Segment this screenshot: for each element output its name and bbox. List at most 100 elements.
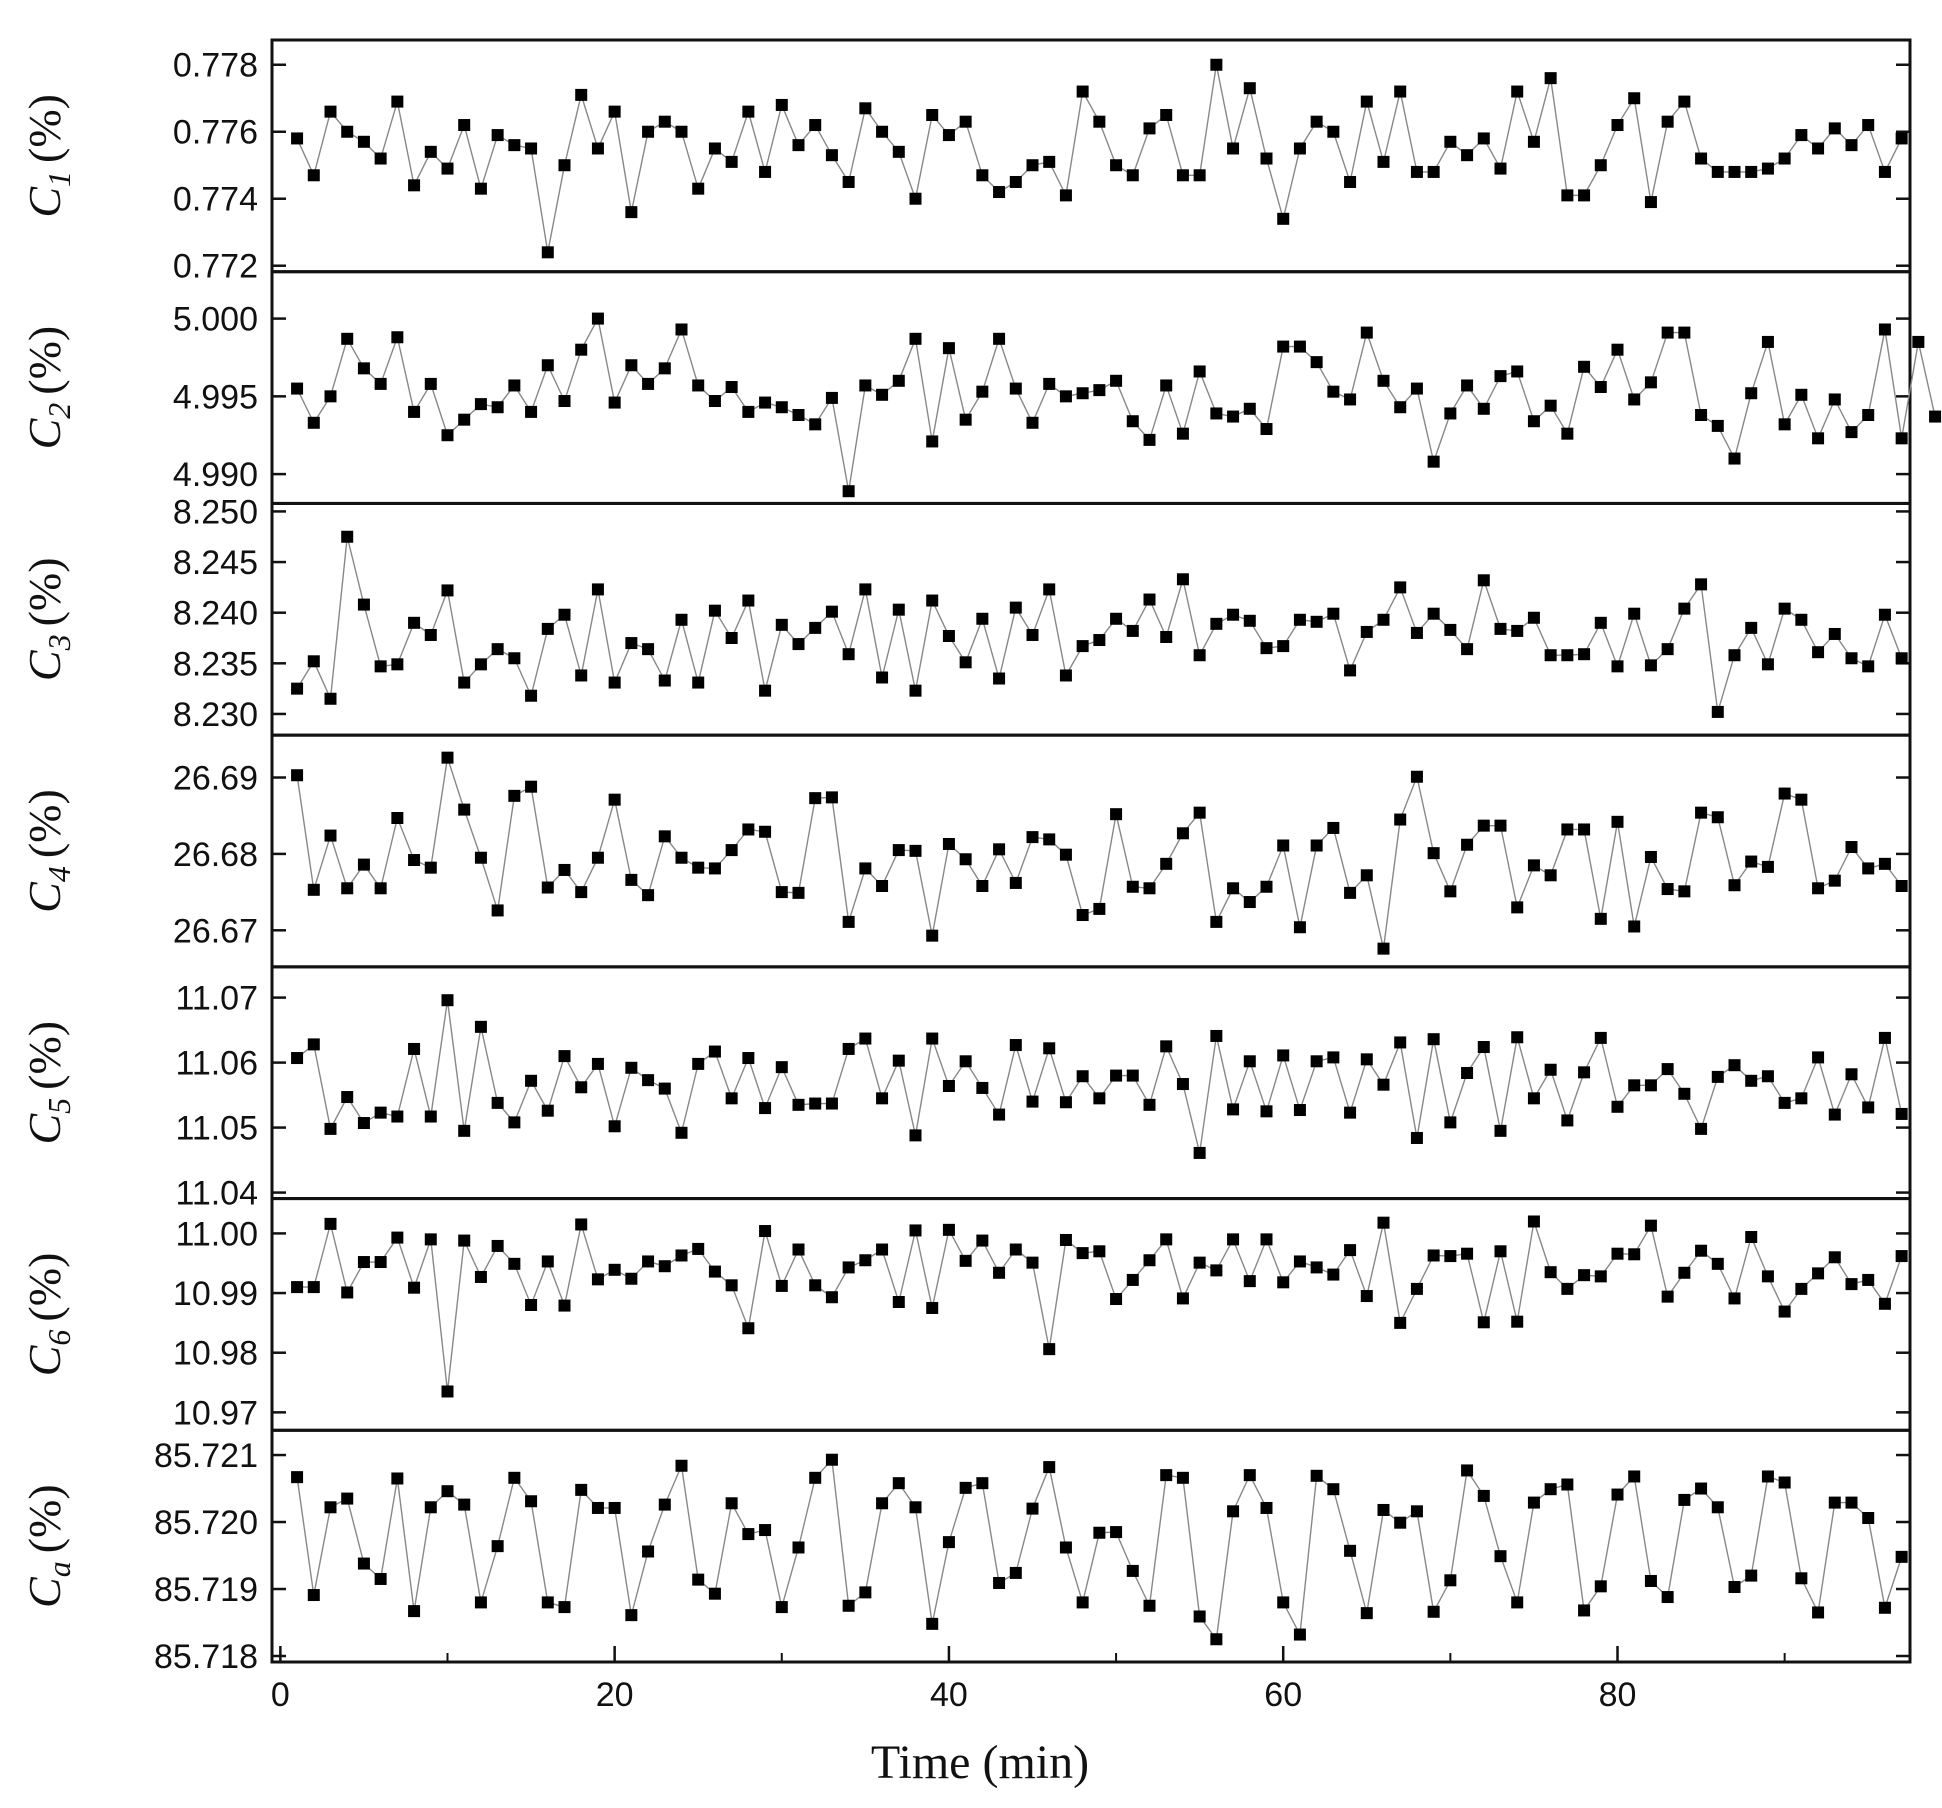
- data-point: [1344, 1106, 1357, 1119]
- data-point: [725, 1279, 738, 1292]
- y-axis-label: Ca (%): [19, 1484, 77, 1608]
- data-point: [1812, 1267, 1825, 1280]
- data-point: [1461, 1247, 1474, 1260]
- data-point: [1227, 1233, 1240, 1246]
- data-point: [892, 603, 905, 616]
- data-point: [1695, 806, 1708, 819]
- data-point: [742, 1528, 755, 1541]
- data-point: [708, 395, 721, 408]
- data-point: [1477, 1489, 1490, 1502]
- data-point: [1394, 1036, 1407, 1049]
- data-point: [1745, 621, 1758, 634]
- data-point: [1795, 129, 1808, 142]
- data-point: [1360, 326, 1373, 339]
- data-point: [1243, 896, 1256, 909]
- panel-4: 26.67 26.68 26.69 C4 (%): [19, 733, 1912, 969]
- data-point: [541, 246, 554, 259]
- data-point: [1661, 1290, 1674, 1303]
- data-point: [792, 1541, 805, 1554]
- data-point: [1845, 652, 1858, 665]
- data-point: [591, 312, 604, 325]
- y-label-subscript: 5: [41, 1098, 77, 1114]
- data-point: [374, 660, 387, 673]
- y-label-subscript: 4: [41, 866, 77, 882]
- data-point: [591, 1501, 604, 1514]
- data-point: [876, 671, 889, 684]
- data-point: [1761, 860, 1774, 873]
- data-point: [474, 398, 487, 411]
- data-point: [909, 1224, 922, 1237]
- data-point: [759, 396, 772, 409]
- data-point: [1895, 1250, 1908, 1263]
- data-point: [608, 1263, 621, 1276]
- data-point: [1360, 1607, 1373, 1620]
- data-point: [1310, 615, 1323, 628]
- data-point: [1126, 1273, 1139, 1286]
- data-point: [391, 331, 404, 344]
- data-point: [1444, 1574, 1457, 1587]
- data-point: [775, 618, 788, 631]
- data-point: [1143, 1599, 1156, 1612]
- data-point: [892, 1054, 905, 1067]
- data-point: [1243, 402, 1256, 415]
- data-point: [1277, 1596, 1290, 1609]
- data-point: [1126, 880, 1139, 893]
- data-point: [525, 1074, 538, 1087]
- data-point: [341, 530, 354, 543]
- data-point: [1293, 921, 1306, 934]
- data-point: [1544, 1266, 1557, 1279]
- data-point: [1110, 1293, 1123, 1306]
- data-point: [1878, 857, 1891, 870]
- data-point: [424, 861, 437, 874]
- data-point: [708, 1045, 721, 1058]
- data-point: [1410, 382, 1423, 395]
- data-point: [1745, 1230, 1758, 1243]
- x-tick-label: 60: [1264, 1676, 1302, 1714]
- data-point: [1828, 1251, 1841, 1264]
- data-point: [1076, 1070, 1089, 1083]
- data-point: [1878, 165, 1891, 178]
- y-tick-label: 26.69: [173, 760, 258, 798]
- data-point: [391, 1472, 404, 1485]
- y-label-unit: (%): [19, 94, 70, 163]
- data-point: [1527, 415, 1540, 428]
- data-point: [1260, 423, 1273, 436]
- data-point: [1611, 815, 1624, 828]
- y-tick-label: 8.245: [173, 544, 258, 582]
- y-tick-label: 0.778: [173, 47, 258, 85]
- data-point: [1611, 119, 1624, 132]
- data-point: [1561, 189, 1574, 202]
- data-point: [1059, 1541, 1072, 1554]
- data-point: [976, 1234, 989, 1247]
- data-point: [642, 377, 655, 390]
- data-point: [441, 994, 454, 1007]
- data-point: [324, 692, 337, 705]
- panel-frame: [270, 1197, 1912, 1432]
- data-point: [1394, 85, 1407, 98]
- data-point: [391, 812, 404, 825]
- data-point: [591, 851, 604, 864]
- series-line: [296, 1000, 1903, 1154]
- data-point: [1344, 1544, 1357, 1557]
- data-point: [525, 405, 538, 418]
- data-point: [993, 843, 1006, 856]
- data-point: [993, 1108, 1006, 1121]
- data-point: [675, 851, 688, 864]
- data-point: [759, 1225, 772, 1238]
- data-point: [307, 883, 320, 896]
- data-point: [1544, 869, 1557, 882]
- data-point: [474, 851, 487, 864]
- data-point: [1695, 578, 1708, 591]
- data-point: [809, 1097, 822, 1110]
- data-point: [474, 658, 487, 671]
- data-point: [291, 1281, 304, 1294]
- y-label-symbol: C: [19, 1113, 70, 1145]
- data-point: [1795, 388, 1808, 401]
- y-label-unit: (%): [19, 1253, 70, 1322]
- data-point: [1761, 162, 1774, 175]
- y-axis-label: C4 (%): [19, 789, 77, 913]
- data-point: [976, 1477, 989, 1490]
- data-point: [1644, 1574, 1657, 1587]
- data-point: [708, 142, 721, 155]
- data-point: [1778, 1476, 1791, 1489]
